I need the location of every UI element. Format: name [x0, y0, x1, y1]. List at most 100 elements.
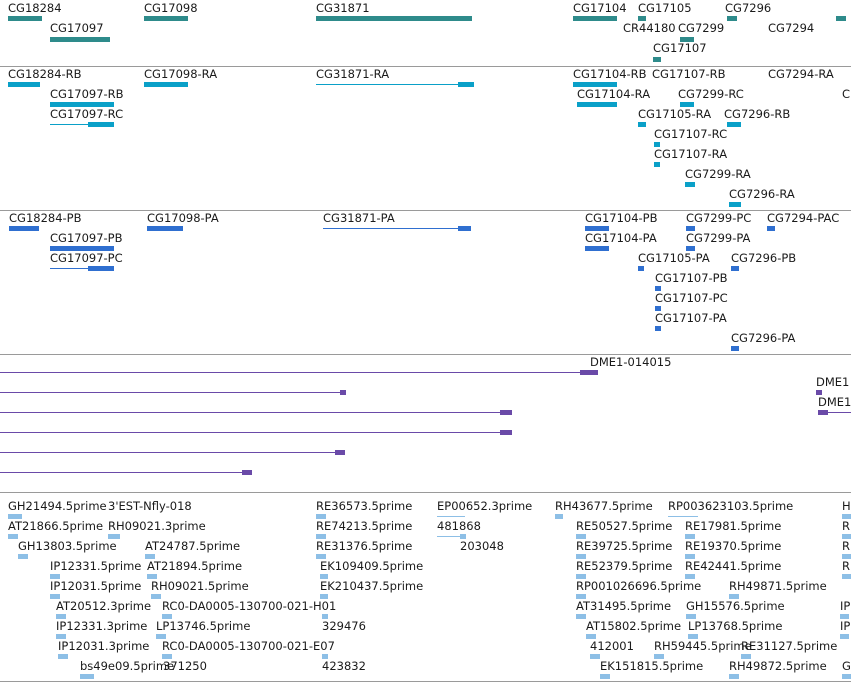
protein-bar[interactable]: [686, 246, 695, 251]
feature-label[interactable]: RE19370.5prime: [685, 539, 782, 553]
est-bar[interactable]: [729, 594, 739, 599]
est-bar[interactable]: [685, 554, 695, 559]
feature-label[interactable]: RH59445.5prime: [654, 639, 752, 653]
feature-label[interactable]: LP13746.5prime: [156, 619, 251, 633]
est-bar[interactable]: [56, 634, 66, 639]
est-bar[interactable]: [842, 554, 851, 559]
est-bar[interactable]: [147, 574, 157, 579]
transcript-bar[interactable]: [680, 102, 694, 107]
est-bar[interactable]: [162, 614, 172, 619]
feature-label[interactable]: IP: [840, 619, 851, 633]
feature-label[interactable]: AT21894.5prime: [147, 559, 243, 573]
est-bar[interactable]: [840, 634, 849, 639]
est-bar[interactable]: [685, 534, 695, 539]
gene-bar[interactable]: [316, 16, 472, 21]
feature-label[interactable]: 412001: [590, 639, 634, 653]
est-line[interactable]: [437, 536, 461, 537]
feature-label[interactable]: RH09021.5prime: [151, 579, 249, 593]
protein-bar[interactable]: [655, 326, 661, 331]
est-bar[interactable]: [162, 654, 172, 659]
est-bar[interactable]: [145, 554, 155, 559]
feature-label[interactable]: DME1-014015: [590, 355, 672, 369]
feature-label[interactable]: IP12331.3prime: [56, 619, 148, 633]
protein-line[interactable]: [50, 268, 114, 269]
feature-label[interactable]: RE39725.5prime: [576, 539, 673, 553]
gene-bar[interactable]: [727, 16, 737, 21]
feature-label[interactable]: IP12031.3prime: [58, 639, 150, 653]
alignment-bar[interactable]: [500, 410, 512, 415]
feature-label[interactable]: IP: [840, 599, 851, 613]
feature-label[interactable]: bs49e09.5prime: [80, 659, 175, 673]
feature-label[interactable]: IP12031.5prime: [50, 579, 142, 593]
feature-label[interactable]: R: [842, 539, 850, 553]
protein-bar[interactable]: [638, 266, 644, 271]
protein-bar[interactable]: [147, 226, 183, 231]
est-bar[interactable]: [322, 654, 328, 659]
feature-label[interactable]: RE42441.5prime: [685, 559, 782, 573]
feature-label[interactable]: G: [842, 659, 851, 673]
est-bar[interactable]: [316, 514, 326, 519]
transcript-bar[interactable]: [727, 122, 741, 127]
est-bar[interactable]: [685, 574, 695, 579]
est-bar[interactable]: [654, 654, 664, 659]
est-bar[interactable]: [50, 574, 60, 579]
feature-label[interactable]: RP001026696.5prime: [576, 579, 702, 593]
feature-label[interactable]: RC0-DA0005-130700-021-H01: [162, 599, 337, 613]
feature-label[interactable]: CG17107-PC: [655, 291, 728, 305]
est-bar[interactable]: [686, 614, 696, 619]
transcript-bar[interactable]: [638, 122, 646, 127]
est-bar[interactable]: [18, 554, 28, 559]
alignment-bar[interactable]: [816, 390, 822, 395]
transcript-bar[interactable]: [8, 82, 40, 87]
feature-label[interactable]: RE31376.5prime: [316, 539, 413, 553]
est-bar[interactable]: [576, 534, 586, 539]
gene-bar[interactable]: [144, 16, 188, 21]
feature-label[interactable]: CG17098-PA: [147, 211, 219, 225]
protein-line[interactable]: [323, 228, 471, 229]
transcript-bar[interactable]: [654, 142, 660, 147]
gene-bar[interactable]: [836, 16, 846, 21]
est-line[interactable]: [437, 516, 465, 517]
est-bar[interactable]: [600, 674, 610, 679]
feature-label[interactable]: EK109409.5prime: [320, 559, 424, 573]
feature-label[interactable]: CG17107-PA: [655, 311, 727, 325]
alignment-bar[interactable]: [340, 390, 346, 395]
feature-label[interactable]: EK151815.5prime: [600, 659, 704, 673]
gene-bar[interactable]: [638, 16, 646, 21]
feature-label[interactable]: DME1: [818, 395, 851, 409]
feature-label[interactable]: AT31495.5prime: [576, 599, 672, 613]
feature-label[interactable]: CG17105-PA: [638, 251, 710, 265]
est-bar[interactable]: [80, 674, 94, 679]
feature-label[interactable]: RE52379.5prime: [576, 559, 673, 573]
feature-label[interactable]: RE36573.5prime: [316, 499, 413, 513]
est-bar[interactable]: [842, 514, 851, 519]
feature-label[interactable]: H: [842, 499, 851, 513]
est-bar[interactable]: [576, 614, 586, 619]
feature-label[interactable]: CG17107-RA: [654, 147, 728, 161]
feature-label[interactable]: CG17107-PB: [655, 271, 728, 285]
feature-label[interactable]: CG7296-PA: [731, 331, 796, 345]
est-bar[interactable]: [316, 554, 326, 559]
est-bar[interactable]: [842, 534, 851, 539]
est-bar[interactable]: [156, 634, 166, 639]
feature-label[interactable]: RE50527.5prime: [576, 519, 673, 533]
feature-label[interactable]: CG17107-RC: [654, 127, 728, 141]
feature-label[interactable]: R: [842, 559, 850, 573]
alignment-bar[interactable]: [242, 470, 252, 475]
protein-bar[interactable]: [767, 226, 775, 231]
transcript-bar[interactable]: [50, 102, 114, 107]
feature-label[interactable]: CG7299-RC: [678, 87, 744, 101]
protein-bar[interactable]: [731, 346, 739, 351]
est-bar[interactable]: [576, 594, 586, 599]
gene-bar[interactable]: [50, 37, 110, 42]
feature-label[interactable]: CG7294-PAC: [767, 211, 840, 225]
feature-label[interactable]: CG31871-PA: [323, 211, 395, 225]
est-bar[interactable]: [576, 554, 586, 559]
transcript-bar[interactable]: [654, 162, 660, 167]
feature-label[interactable]: CG31871-RA: [316, 67, 390, 81]
est-bar[interactable]: [8, 534, 18, 539]
feature-label[interactable]: 423832: [322, 659, 366, 673]
feature-label[interactable]: DME1: [816, 375, 850, 389]
feature-label[interactable]: CG17097-RC: [50, 107, 124, 121]
feature-label[interactable]: AT20512.3prime: [56, 599, 152, 613]
